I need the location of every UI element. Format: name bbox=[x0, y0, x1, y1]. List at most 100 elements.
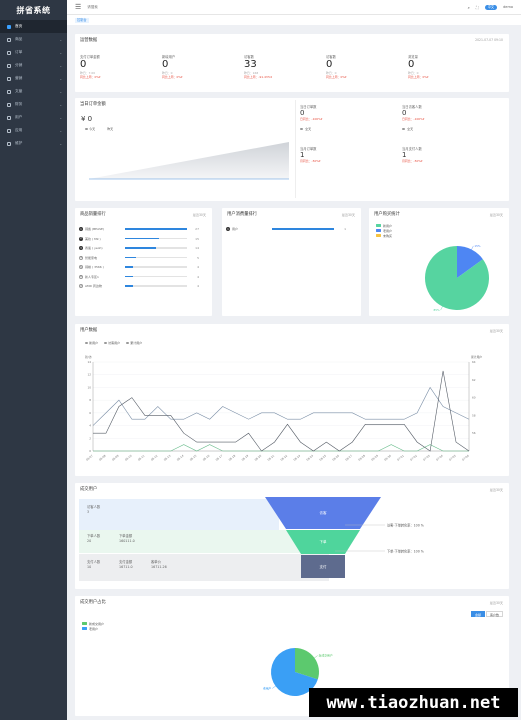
x-tick-label: 07-05 bbox=[448, 454, 457, 462]
y-tick-label: 0 bbox=[89, 449, 91, 453]
rank-row[interactable]: 2 美妆 ( M9 ) 15 bbox=[79, 235, 204, 243]
legend-new-users[interactable]: 新用户 bbox=[89, 341, 99, 345]
x-tick-label: 06-20 bbox=[254, 454, 263, 462]
chevron-down-icon: ⌄ bbox=[59, 37, 62, 42]
overview-item: 访客数 0 昨日：0 同比上周：0%▾ bbox=[326, 54, 404, 79]
payers-value: 10 bbox=[87, 565, 92, 569]
legend-old-user[interactable]: 老用户 bbox=[383, 229, 393, 233]
sidebar-item-8[interactable]: 应用 ⌄ bbox=[0, 124, 67, 137]
pie-label-line bbox=[440, 306, 443, 311]
sidebar-item-label: 订单 bbox=[15, 50, 23, 54]
legend-visitor-users[interactable]: 访客用户 bbox=[108, 341, 121, 345]
rank-row[interactable]: 1 辣酱 (BEASE) 27 bbox=[79, 225, 204, 233]
rank-name: AMD 周边物 bbox=[85, 284, 102, 288]
sidebar-item-label: 文章 bbox=[15, 89, 23, 93]
rank-name: 用户 bbox=[232, 227, 239, 231]
funnel-title: 成交用户 bbox=[80, 487, 98, 492]
buy-ratio-filter[interactable]: 最近30天 bbox=[489, 213, 503, 217]
deal-ratio-filter[interactable]: 最近30天 bbox=[489, 601, 503, 605]
today-stat: 当日访客人数 0 日同比：-100%▾ 全天 bbox=[402, 104, 500, 131]
sidebar-item-2[interactable]: 订单 ⌄ bbox=[0, 46, 67, 59]
toggle-amount[interactable]: 金额 bbox=[470, 611, 485, 617]
overview-item-week-compare: 同比上周：0%▾ bbox=[408, 75, 429, 79]
funnel-row-payment: 支付人数 10 支付金额 16711.0 客单价 16711.26 bbox=[79, 554, 329, 581]
language-switch[interactable]: 中文 bbox=[484, 4, 498, 10]
legend-old-deal-user[interactable]: 老用户 bbox=[89, 627, 99, 631]
today-stat-label: 当日访客人数 bbox=[402, 105, 422, 109]
rank-row[interactable]: 5 辣椒 ( 3566 ) 4 bbox=[79, 263, 204, 271]
search-icon[interactable]: ⌕ bbox=[467, 4, 470, 10]
breadcrumb-current[interactable]: 控制台 bbox=[75, 17, 89, 23]
funnel-label-visitors: 访客 bbox=[320, 510, 328, 515]
search-input[interactable] bbox=[87, 5, 168, 9]
x-tick-label: 07-03 bbox=[422, 454, 431, 462]
rank-number: 5 bbox=[79, 265, 83, 269]
x-tick-label: 06-11 bbox=[137, 454, 146, 462]
overview-item-yesterday: 昨日：0 bbox=[326, 71, 337, 75]
buy-ratio-title: 用户购买统计 bbox=[374, 212, 400, 217]
menu-toggle-icon[interactable]: ☰ bbox=[75, 2, 82, 11]
y-tick-label: 14 bbox=[87, 360, 91, 364]
rank-row[interactable]: 3 香薰 ( yeoh) 14 bbox=[79, 244, 204, 252]
sidebar-item-6[interactable]: 财务 ⌄ bbox=[0, 98, 67, 111]
sidebar-item-1[interactable]: 商品 ⌄ bbox=[0, 33, 67, 46]
rank-bar-fill bbox=[125, 285, 134, 287]
today-legend: 今天 昨天 bbox=[85, 127, 118, 131]
legend-yesterday[interactable]: 昨天 bbox=[107, 127, 114, 132]
legend-total-users[interactable]: 累计用户 bbox=[130, 341, 143, 345]
sidebar-item-9[interactable]: 维护 ⌄ bbox=[0, 137, 67, 150]
legend-today[interactable]: 今天 bbox=[89, 127, 96, 131]
fullscreen-icon[interactable]: ⛶ bbox=[475, 4, 479, 10]
pie-slice-label: 老用户 bbox=[263, 686, 272, 690]
article-icon bbox=[7, 89, 11, 94]
today-stat-compare: 日同比：-100%▾ bbox=[402, 117, 425, 121]
rank-number: 6 bbox=[79, 274, 83, 279]
overview-item-week-compare: 同比上周：0%▾ bbox=[162, 75, 183, 79]
overview-item-value: 0 bbox=[162, 59, 169, 70]
logo[interactable]: 拼省系统 bbox=[16, 5, 51, 15]
rank-row[interactable]: 6 新人专区1 4 bbox=[79, 273, 204, 281]
rank-row[interactable]: 4 智能家电 5 bbox=[79, 254, 204, 262]
overview-card: 运营数据 2021-07-07 09:10 支付订单金额 0 昨日：7.00 同比上周… bbox=[75, 34, 509, 92]
product-rank-filter[interactable]: 最近30天 bbox=[192, 213, 206, 217]
sidebar-item-4[interactable]: 营销 ⌄ bbox=[0, 72, 67, 85]
overview-item: 浏览量 0 昨日：0 同比上周：0%▾ bbox=[408, 54, 486, 79]
rank-row[interactable]: 1 用户 1 bbox=[226, 225, 351, 233]
user-spend-rank-filter[interactable]: 最近30天 bbox=[341, 213, 355, 217]
funnel-card: 成交用户 最近30天 访客人数 3 下单人数 20 下单金额 160111.0 … bbox=[75, 483, 509, 589]
gift-icon bbox=[7, 76, 11, 81]
overview-item-value: 0 bbox=[408, 59, 415, 70]
order-icon bbox=[7, 50, 11, 55]
chevron-down-icon: ⌄ bbox=[59, 89, 62, 94]
pie-label-line bbox=[314, 655, 318, 659]
sidebar-item-3[interactable]: 分销 ⌄ bbox=[0, 59, 67, 72]
user-menu[interactable]: demo bbox=[503, 5, 513, 9]
legend-new-deal-user[interactable]: 新成交用户 bbox=[89, 622, 105, 626]
today-area bbox=[89, 142, 289, 179]
pie-slice bbox=[271, 648, 318, 696]
x-tick-label: 06-19 bbox=[241, 454, 250, 462]
rank-number: 3 bbox=[79, 246, 83, 250]
sidebar-item-7[interactable]: 用户 ⌄ bbox=[0, 111, 67, 124]
today-stat: 当日订单数 0 日同比：-100%▾ 全天 bbox=[300, 104, 398, 131]
product-rank-card: 商品销量排行 最近30天 1 辣酱 (BEASE) 27 2 美妆 ( M9 ) 15 3 香… bbox=[75, 208, 212, 316]
toggle-customers[interactable]: 客户数 bbox=[485, 611, 503, 617]
visitors-value: 3 bbox=[87, 510, 90, 514]
user-data-card: 用户数据 最近30天 新用户 访客用户 累计用户 新/访 累计用户 0 2 4 6 8 10 1… bbox=[75, 324, 509, 476]
rank-value: 4 bbox=[197, 274, 199, 279]
today-area-chart bbox=[89, 142, 289, 180]
legend-not-bought[interactable]: 未购买 bbox=[383, 234, 393, 238]
rank-row[interactable]: 7 AMD 周边物 4 bbox=[79, 282, 204, 290]
overview-item-value: 33 bbox=[244, 59, 257, 70]
rank-number: 1 bbox=[226, 227, 230, 231]
today-stat-legend[interactable]: 全天 bbox=[300, 127, 398, 131]
sidebar-item-5[interactable]: 文章 ⌄ bbox=[0, 85, 67, 98]
overview-item-label: 支付订单金额 bbox=[80, 55, 100, 59]
legend-new-user[interactable]: 新用户 bbox=[383, 224, 393, 228]
today-stat-legend[interactable]: 全天 bbox=[402, 127, 500, 131]
sidebar-item-0[interactable]: 首页 bbox=[0, 20, 67, 33]
funnel-filter[interactable]: 最近30天 bbox=[489, 488, 503, 492]
rank-number: 7 bbox=[79, 284, 83, 288]
x-tick-label: 06-13 bbox=[163, 454, 172, 462]
user-data-filter[interactable]: 最近30天 bbox=[489, 329, 503, 333]
